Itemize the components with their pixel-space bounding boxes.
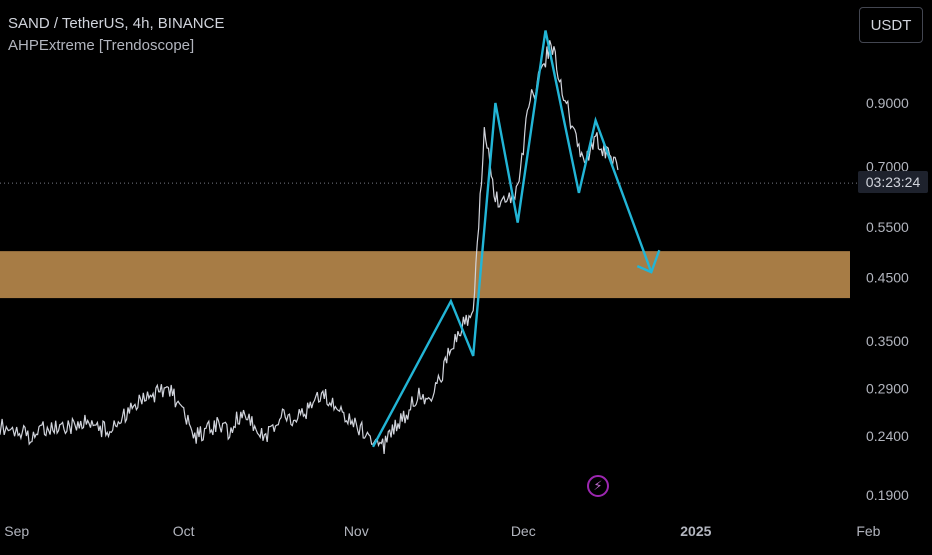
projection-arrowhead [636, 249, 661, 274]
zigzag-line[interactable] [371, 30, 653, 448]
support-zone-0[interactable] [0, 251, 850, 299]
x-tick-label: Oct [173, 523, 195, 539]
x-tick-label: Nov [344, 523, 369, 539]
chart-legend: SAND / TetherUS, 4h, BINANCE AHPExtreme … [8, 14, 224, 56]
y-tick-label: 0.9000 [866, 95, 909, 111]
x-tick-label: 2025 [680, 523, 711, 539]
y-tick-label: 0.3500 [866, 333, 909, 349]
price-series-line[interactable] [0, 40, 619, 454]
lightning-icon[interactable]: ⚡ [587, 475, 609, 497]
y-tick-label: 0.1900 [866, 487, 909, 503]
y-tick-label: 0.7000 [866, 158, 909, 174]
symbol-title[interactable]: SAND / TetherUS, 4h, BINANCE [8, 15, 225, 32]
x-tick-label: Sep [4, 523, 29, 539]
currency-button[interactable]: USDT [859, 7, 923, 43]
countdown-label: 03:23:24 [858, 171, 928, 193]
y-tick-label: 0.2400 [866, 428, 909, 444]
y-tick-label: 0.5500 [866, 219, 909, 235]
y-tick-label: 0.4500 [866, 270, 909, 286]
x-tick-label: Dec [511, 523, 536, 539]
x-tick-label: Feb [856, 523, 880, 539]
y-tick-label: 0.2900 [866, 380, 909, 396]
indicator-label[interactable]: AHPExtreme [Trendoscope] [8, 37, 195, 54]
